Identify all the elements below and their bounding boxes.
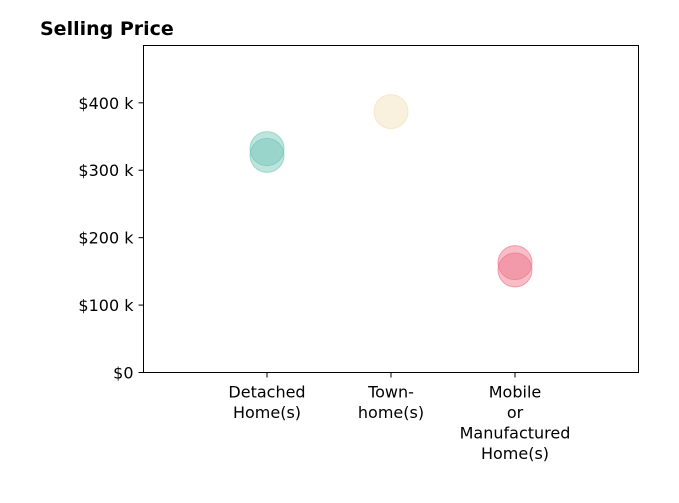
- y-tick-label-2: $200 k: [78, 229, 134, 248]
- y-tick-label-3: $300 k: [78, 161, 134, 180]
- x-tick-label-1: Town-home(s): [358, 383, 424, 423]
- y-axis: $0 $100 k $200 k $300 k $400 k: [78, 94, 144, 383]
- y-tick-label-0: $0: [113, 364, 133, 383]
- data-points: [249, 94, 533, 288]
- x-tick-label-0: Detached Home(s): [228, 383, 305, 423]
- x-axis: Detached Home(s) Town-home(s) Mobile or Manuf…: [228, 372, 571, 464]
- y-tick-label-1: $100 k: [78, 296, 134, 315]
- x-tick-label-2: Mobile or Manufactured Home(s): [460, 383, 571, 464]
- data-point-2: [373, 94, 409, 130]
- data-point-4: [497, 252, 533, 288]
- data-point-1: [249, 137, 285, 173]
- chart-title: Selling Price: [40, 18, 174, 40]
- y-tick-label-4: $400 k: [78, 94, 134, 113]
- data-point-3: [497, 245, 533, 281]
